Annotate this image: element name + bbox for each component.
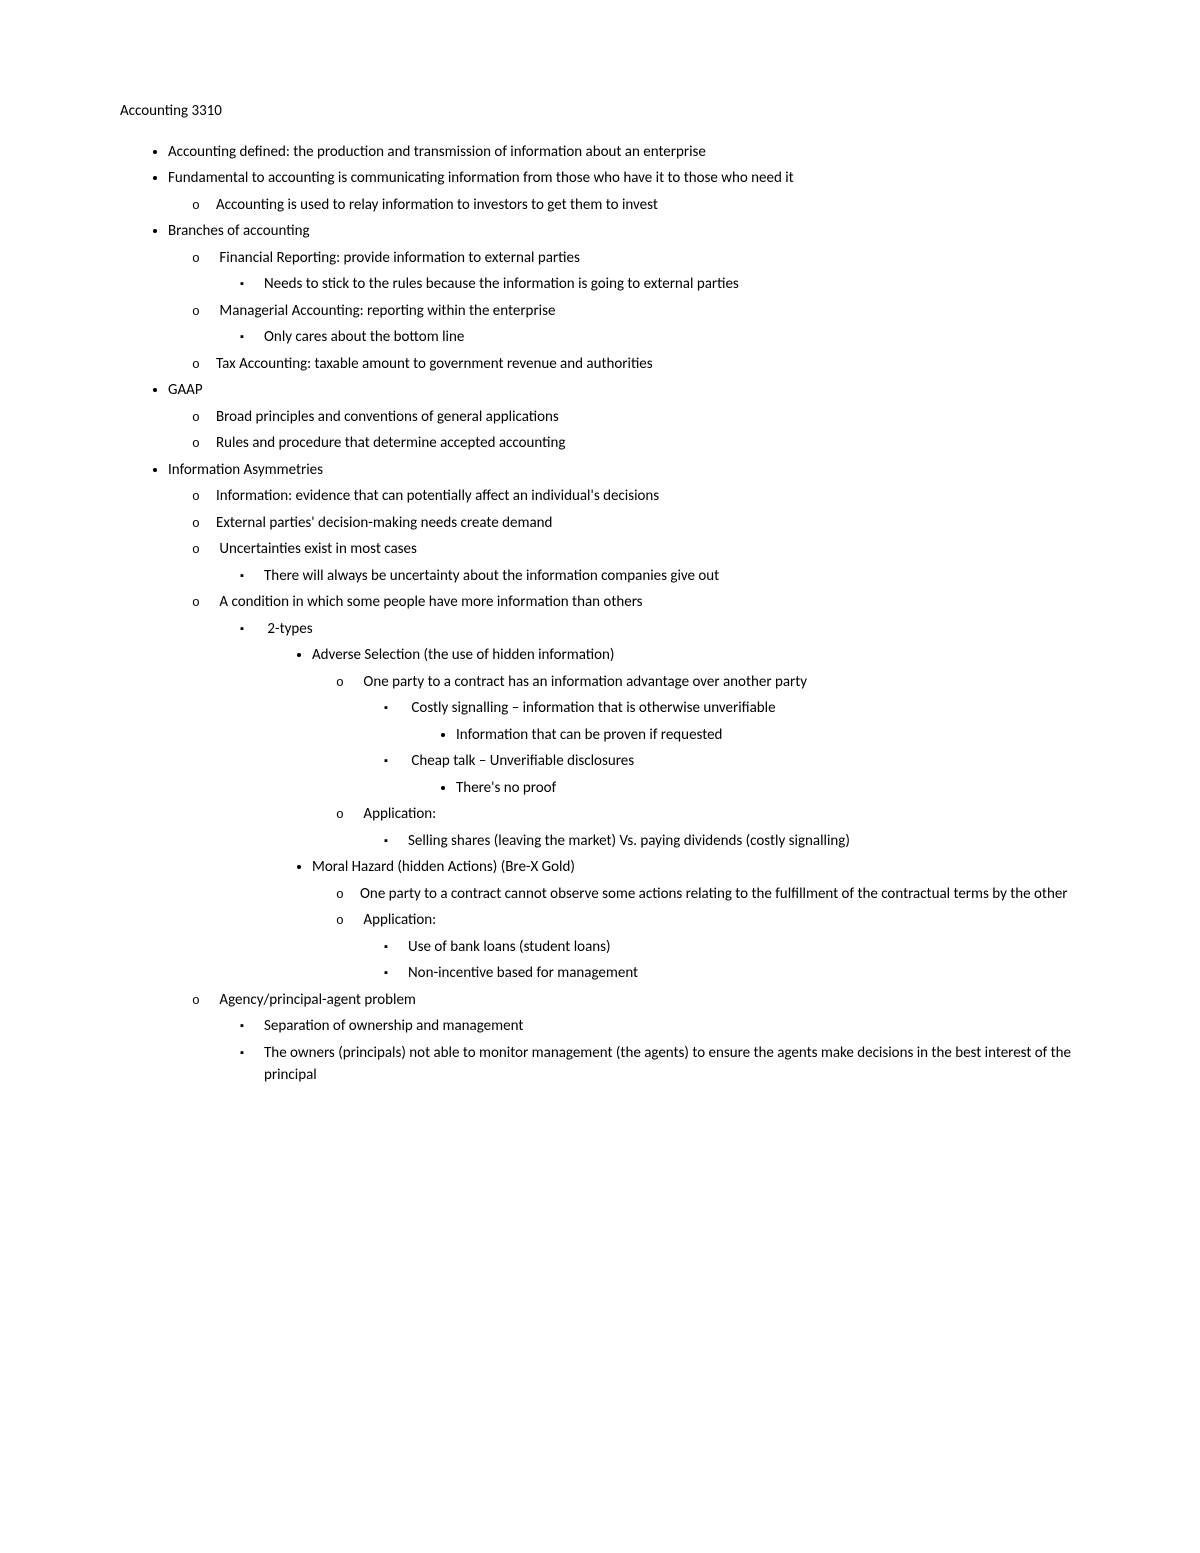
list-item-text: Application: bbox=[363, 911, 436, 929]
outline-list: Accounting defined: the production and t… bbox=[120, 141, 1080, 1087]
list-item: Fundamental to accounting is communicati… bbox=[168, 167, 1080, 216]
list-item: Agency/principal-agent problem Separatio… bbox=[216, 989, 1080, 1087]
list-item: Costly signalling – information that is … bbox=[408, 697, 1080, 746]
list-item-text: Cheap talk – Unverifiable disclosures bbox=[411, 752, 634, 770]
list-item-text: One party to a contract has an informati… bbox=[363, 673, 807, 691]
list-item: A condition in which some people have mo… bbox=[216, 591, 1080, 985]
list-item-text: Information Asymmetries bbox=[168, 461, 323, 479]
list-item-text: GAAP bbox=[168, 381, 203, 399]
list-item-text: Financial Reporting: provide information… bbox=[219, 249, 579, 267]
list-item-text: Application: bbox=[363, 805, 436, 823]
list-item: Rules and procedure that determine accep… bbox=[216, 432, 1080, 455]
list-item: There will always be uncertainty about t… bbox=[264, 565, 1080, 588]
list-item-text: Moral Hazard (hidden Actions) (Bre-X Gol… bbox=[312, 858, 575, 876]
list-item: Selling shares (leaving the market) Vs. … bbox=[408, 830, 1080, 853]
list-item: Non-incentive based for management bbox=[408, 962, 1080, 985]
list-item: Use of bank loans (student loans) bbox=[408, 936, 1080, 959]
list-item: Tax Accounting: taxable amount to govern… bbox=[216, 353, 1080, 376]
list-item-text: Adverse Selection (the use of hidden inf… bbox=[312, 646, 614, 664]
list-item: Information Asymmetries Information: evi… bbox=[168, 459, 1080, 1087]
list-item: Application: Selling shares (leaving the… bbox=[360, 803, 1080, 852]
list-item-text: A condition in which some people have mo… bbox=[219, 593, 642, 611]
list-item: Accounting is used to relay information … bbox=[216, 194, 1080, 217]
list-item: Accounting defined: the production and t… bbox=[168, 141, 1080, 164]
list-item: Moral Hazard (hidden Actions) (Bre-X Gol… bbox=[312, 856, 1080, 985]
list-item: Cheap talk – Unverifiable disclosures Th… bbox=[408, 750, 1080, 799]
list-item: There's no proof bbox=[456, 777, 1080, 800]
list-item-text: Fundamental to accounting is communicati… bbox=[168, 169, 794, 187]
list-item: Managerial Accounting: reporting within … bbox=[216, 300, 1080, 349]
list-item: GAAP Broad principles and conventions of… bbox=[168, 379, 1080, 455]
list-item: Only cares about the bottom line bbox=[264, 326, 1080, 349]
list-item: One party to a contract has an informati… bbox=[360, 671, 1080, 800]
list-item-text: Costly signalling – information that is … bbox=[411, 699, 775, 717]
list-item: One party to a contract cannot observe s… bbox=[360, 883, 1080, 906]
list-item: Broad principles and conventions of gene… bbox=[216, 406, 1080, 429]
list-item-text: Managerial Accounting: reporting within … bbox=[219, 302, 555, 320]
document-title: Accounting 3310 bbox=[120, 100, 1080, 123]
list-item: Information that can be proven if reques… bbox=[456, 724, 1080, 747]
list-item: Uncertainties exist in most cases There … bbox=[216, 538, 1080, 587]
list-item: Branches of accounting Financial Reporti… bbox=[168, 220, 1080, 375]
list-item: Financial Reporting: provide information… bbox=[216, 247, 1080, 296]
list-item-text: Agency/principal-agent problem bbox=[219, 991, 416, 1009]
list-item: External parties' decision-making needs … bbox=[216, 512, 1080, 535]
list-item-text: Uncertainties exist in most cases bbox=[219, 540, 416, 558]
list-item: Needs to stick to the rules because the … bbox=[264, 273, 1080, 296]
list-item-text: Branches of accounting bbox=[168, 222, 310, 240]
list-item: Application: Use of bank loans (student … bbox=[360, 909, 1080, 985]
list-item: 2-types Adverse Selection (the use of hi… bbox=[264, 618, 1080, 985]
list-item-text: 2-types bbox=[267, 620, 312, 638]
list-item: The owners (principals) not able to moni… bbox=[264, 1042, 1080, 1087]
list-item: Information: evidence that can potential… bbox=[216, 485, 1080, 508]
list-item: Separation of ownership and management bbox=[264, 1015, 1080, 1038]
list-item: Adverse Selection (the use of hidden inf… bbox=[312, 644, 1080, 852]
